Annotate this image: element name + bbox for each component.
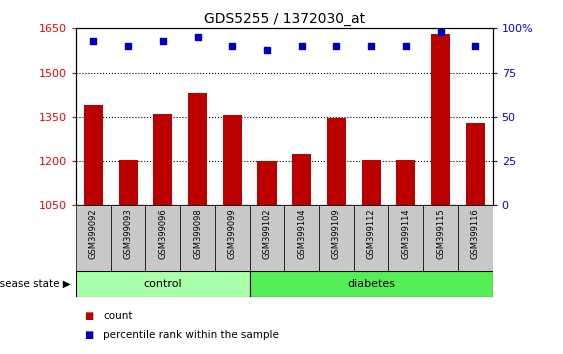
Text: GSM399098: GSM399098 [193,209,202,259]
Bar [153,114,172,205]
Bar [292,154,311,205]
Text: GSM399104: GSM399104 [297,209,306,259]
Point [297,43,306,49]
Bar [249,205,284,271]
Bar [458,205,493,271]
Point [227,43,237,49]
Text: ■: ■ [84,311,93,321]
Point [332,43,341,49]
Bar [76,271,249,297]
Point [158,38,167,44]
Point [262,47,271,52]
Point [471,43,480,49]
Bar [466,123,485,205]
Text: GSM399112: GSM399112 [367,209,376,259]
Point [89,38,98,44]
Text: percentile rank within the sample: percentile rank within the sample [103,330,279,340]
Text: GSM399114: GSM399114 [401,209,410,259]
Bar [111,205,145,271]
Bar [327,118,346,205]
Text: control: control [144,279,182,289]
Text: GSM399109: GSM399109 [332,209,341,259]
Text: GSM399093: GSM399093 [124,209,132,259]
Bar [354,205,388,271]
Bar [215,205,249,271]
Text: GSM399099: GSM399099 [228,209,236,259]
Text: ■: ■ [84,330,93,340]
Text: GSM399116: GSM399116 [471,209,480,259]
Bar [284,205,319,271]
Bar [84,105,103,205]
Text: GSM399096: GSM399096 [158,209,167,259]
Bar [388,205,423,271]
Point [436,29,445,35]
Bar [249,271,493,297]
Bar [76,205,111,271]
Bar [431,34,450,205]
Bar [119,160,137,205]
Text: GSM399102: GSM399102 [262,209,271,259]
Title: GDS5255 / 1372030_at: GDS5255 / 1372030_at [204,12,365,26]
Bar [423,205,458,271]
Bar [145,205,180,271]
Point [367,43,376,49]
Bar [319,205,354,271]
Point [124,43,133,49]
Bar [396,160,415,205]
Bar [188,93,207,205]
Text: diabetes: diabetes [347,279,395,289]
Text: disease state ▶: disease state ▶ [0,279,70,289]
Point [401,43,410,49]
Bar [223,115,242,205]
Text: GSM399092: GSM399092 [89,209,98,259]
Text: GSM399115: GSM399115 [436,209,445,259]
Bar [257,161,276,205]
Bar [361,160,381,205]
Point [193,34,202,40]
Text: count: count [103,311,132,321]
Bar [180,205,215,271]
